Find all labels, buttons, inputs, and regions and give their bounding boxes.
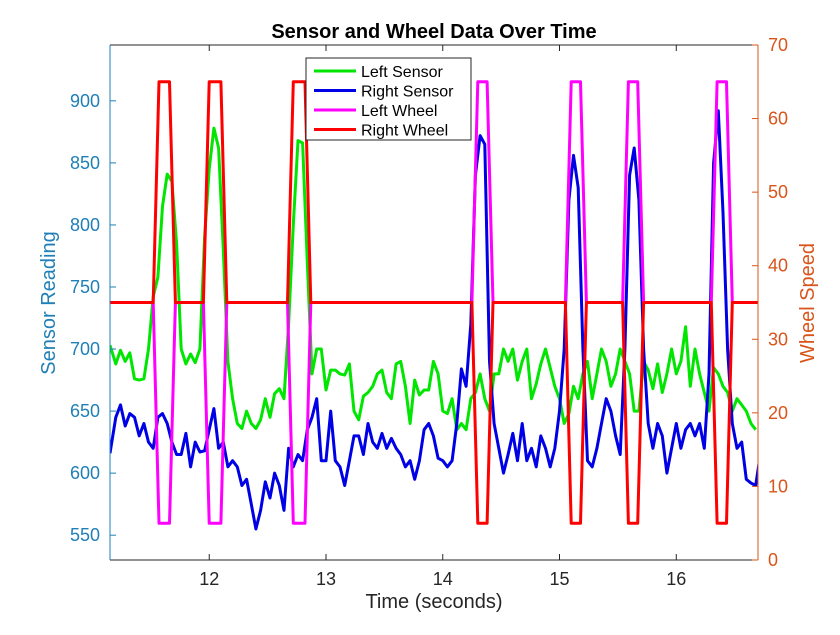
y-axis-left-label: Sensor Reading — [38, 231, 60, 374]
y-left-tick-label: 550 — [70, 525, 100, 545]
series-line-left-sensor — [110, 126, 757, 432]
series-layer — [110, 80, 758, 531]
series-line-right-sensor — [110, 109, 758, 531]
y-left-tick-label: 700 — [70, 339, 100, 359]
y-right-tick-label: 10 — [768, 476, 788, 496]
x-tick-label: 15 — [549, 569, 569, 589]
legend-entry-label: Right Wheel — [361, 123, 448, 140]
y-right-tick-label: 20 — [768, 403, 788, 423]
y-right-tick-label: 50 — [768, 182, 788, 202]
y-right-tick-label: 70 — [768, 35, 788, 55]
y-right-tick-label: 0 — [768, 550, 778, 570]
chart-title: Sensor and Wheel Data Over Time — [271, 21, 596, 43]
x-tick-label: 14 — [433, 569, 453, 589]
legend-entry-label: Left Wheel — [361, 103, 437, 120]
y-left-tick-label: 650 — [70, 401, 100, 421]
y-left-tick-label: 900 — [70, 91, 100, 111]
y-left-tick-label: 800 — [70, 215, 100, 235]
legend-entry-label: Right Sensor — [361, 84, 454, 101]
x-axis-label: Time (seconds) — [365, 591, 502, 613]
x-tick-label: 13 — [316, 569, 336, 589]
y-axis-right-label: Wheel Speed — [797, 243, 819, 363]
legend-entry-label: Left Sensor — [361, 64, 444, 81]
x-tick-label: 12 — [199, 569, 219, 589]
y-left-tick-label: 750 — [70, 277, 100, 297]
y-right-tick-label: 30 — [768, 329, 788, 349]
axes-layer: 12 13 14 15 16 550 600 650 700 750 800 850 900 0 10 20 3… — [70, 35, 788, 589]
y-right-tick-label: 40 — [768, 256, 788, 276]
legend: Left Sensor Right Sensor Left Wheel Right W… — [305, 57, 472, 141]
y-left-tick-label: 600 — [70, 463, 100, 483]
y-left-tick-label: 850 — [70, 153, 100, 173]
x-tick-label: 16 — [666, 569, 686, 589]
series-line-right-wheel — [110, 80, 758, 525]
y-right-tick-label: 60 — [768, 109, 788, 129]
